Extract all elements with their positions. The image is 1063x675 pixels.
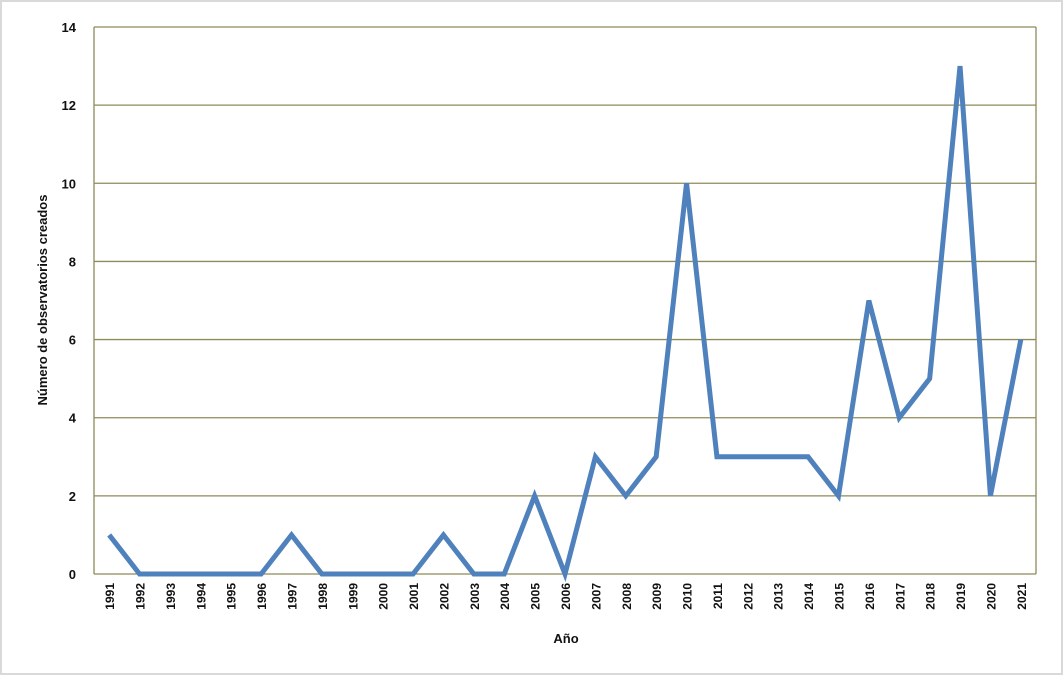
y-tick-label: 4	[69, 411, 77, 426]
x-tick-label: 2015	[832, 583, 846, 610]
x-tick-label: 2012	[741, 583, 755, 610]
x-tick-label: 1992	[134, 583, 148, 610]
x-tick-label: 2010	[681, 583, 695, 610]
data-line	[107, 65, 1024, 583]
x-tick-label: 1995	[225, 583, 239, 610]
x-tick-label: 1994	[194, 583, 208, 610]
x-axis-label: Año	[553, 631, 578, 646]
x-tick-label: 1999	[346, 583, 360, 610]
x-tick-label: 2000	[377, 583, 391, 610]
x-tick-label: 1996	[255, 583, 269, 610]
x-tick-label: 1997	[286, 583, 300, 610]
x-tick-label: 2013	[772, 583, 786, 610]
x-tick-label: 2020	[984, 583, 998, 610]
x-tick-label: 2004	[498, 583, 512, 610]
x-tick-label: 2008	[620, 583, 634, 610]
y-tick-label: 2	[69, 489, 76, 504]
x-tick-label: 2016	[863, 583, 877, 610]
x-tick-label: 2006	[559, 583, 573, 610]
x-tick-label: 1998	[316, 583, 330, 610]
x-tick-label: 2011	[711, 583, 725, 609]
x-tick-label: 2002	[437, 583, 451, 610]
x-tick-label: 1993	[164, 583, 178, 610]
x-tick-label: 2014	[802, 583, 816, 610]
x-tick-label: 2009	[650, 583, 664, 610]
y-tick-label: 12	[62, 98, 76, 113]
x-tick-label: 1991	[103, 583, 117, 610]
x-tick-label: 2019	[954, 583, 968, 610]
x-tick-label: 2007	[589, 583, 603, 610]
y-tick-label: 0	[69, 567, 76, 582]
y-tick-label: 8	[69, 254, 76, 269]
x-tick-label: 2003	[468, 583, 482, 610]
x-tick-label: 2018	[924, 583, 938, 610]
y-tick-label: 14	[62, 20, 77, 35]
x-tick-label: 2017	[893, 583, 907, 610]
y-tick-label: 10	[62, 176, 76, 191]
x-tick-label: 2021	[1015, 583, 1029, 610]
x-tick-label: 2005	[529, 583, 543, 610]
y-tick-label: 6	[69, 333, 76, 348]
y-axis-label: Número de observatorios creados	[35, 195, 50, 406]
x-tick-label: 2001	[407, 583, 421, 610]
